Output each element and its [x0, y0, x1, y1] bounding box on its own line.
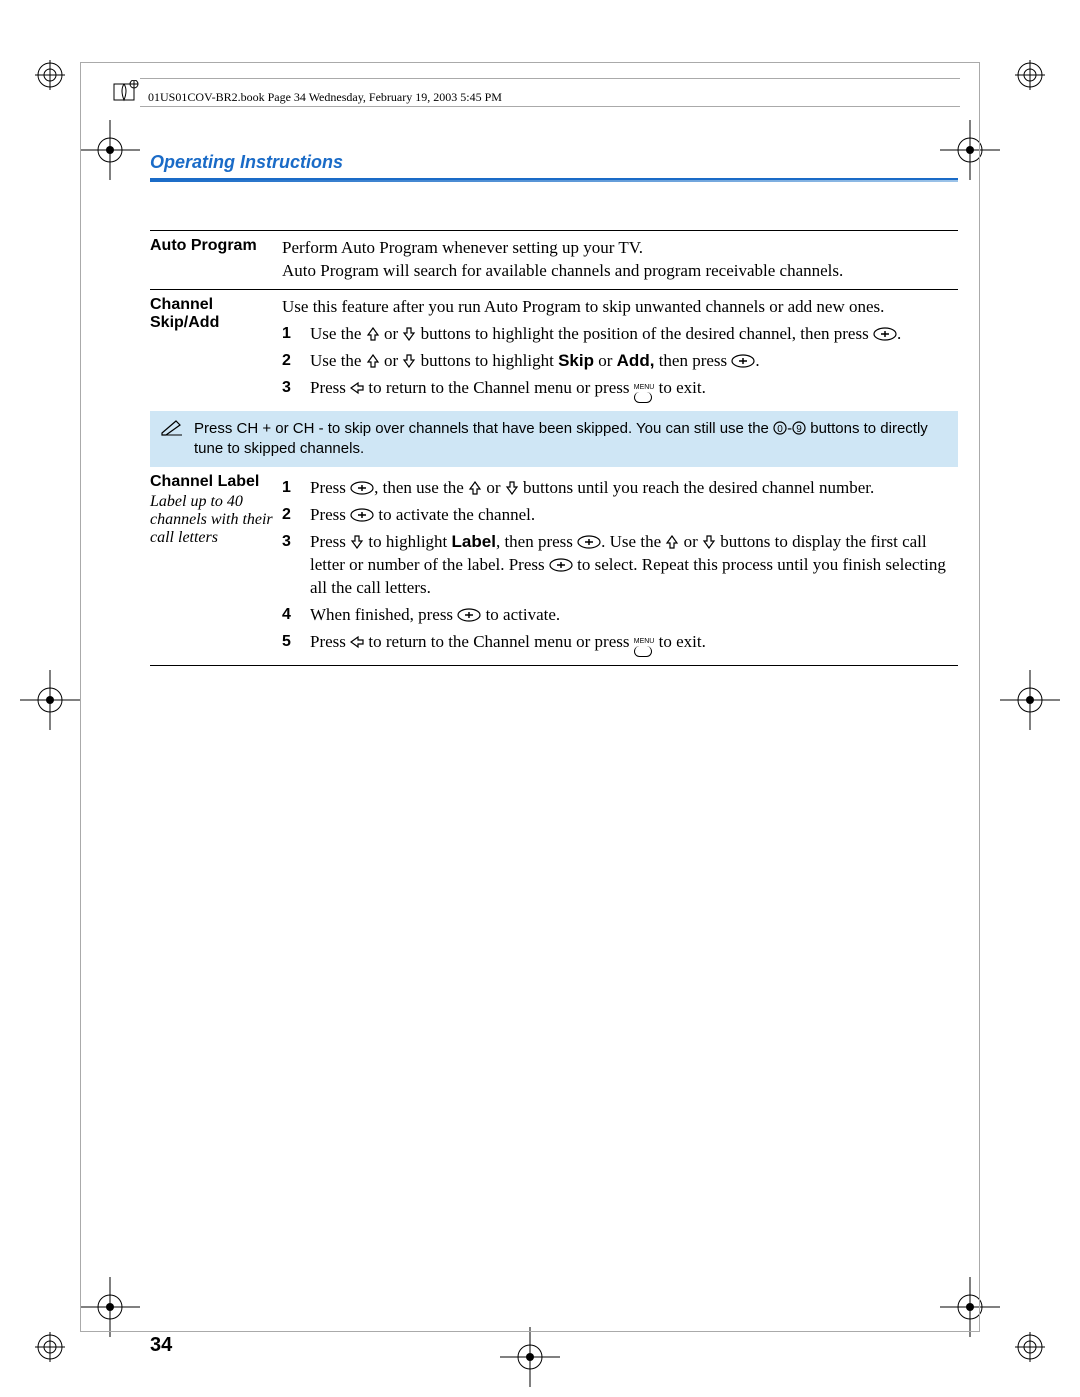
text: Perform Auto Program whenever setting up…: [282, 238, 843, 280]
down-arrow-icon: [402, 354, 416, 368]
circled-9-icon: 9: [792, 421, 806, 435]
down-arrow-icon: [505, 481, 519, 495]
enter-icon: [731, 354, 755, 368]
step-text: Press to return to the Channel menu or p…: [310, 631, 958, 659]
step-2: 2 Use the or buttons to highlight Skip o…: [282, 350, 958, 373]
title-underline: [150, 178, 958, 182]
step-num: 3: [282, 531, 310, 600]
down-arrow-icon: [402, 327, 416, 341]
enter-icon: [350, 508, 374, 522]
reg-mark: [1000, 670, 1060, 730]
down-arrow-icon: [702, 535, 716, 549]
reg-mark: [20, 670, 80, 730]
pencil-icon: [160, 419, 184, 437]
up-arrow-icon: [366, 354, 380, 368]
step-text: Press to activate the channel.: [310, 504, 958, 527]
reg-mark: [500, 1327, 560, 1387]
enter-icon: [457, 608, 481, 622]
crop-mark-bl: [35, 1332, 65, 1362]
book-icon: [112, 80, 140, 104]
step-text: Use the or buttons to highlight Skip or …: [310, 350, 958, 373]
menu-icon: MENU: [634, 384, 655, 403]
step-text: Press to highlight Label, then press . U…: [310, 531, 958, 600]
label-skip-add: Channel Skip/Add: [150, 296, 282, 405]
enter-icon: [549, 558, 573, 572]
step-num: 1: [282, 323, 310, 346]
up-arrow-icon: [468, 481, 482, 495]
step-4: 4 When finished, press to activate.: [282, 604, 958, 627]
step-1: 1 Use the or buttons to highlight the po…: [282, 323, 958, 346]
step-text: Press , then use the or buttons until yo…: [310, 477, 958, 500]
crop-mark-br: [1015, 1332, 1045, 1362]
note-box: Press CH + or CH - to skip over channels…: [150, 411, 958, 468]
enter-icon: [577, 535, 601, 549]
step-num: 5: [282, 631, 310, 659]
enter-icon: [873, 327, 897, 341]
label-sub: Label up to 40 channels with their call …: [150, 493, 276, 547]
row-skip-add: Channel Skip/Add Use this feature after …: [150, 289, 958, 411]
step-3: 3 Press to highlight Label, then press .…: [282, 531, 958, 600]
step-text: Use the or buttons to highlight the posi…: [310, 323, 958, 346]
step-3: 3 Press to return to the Channel menu or…: [282, 377, 958, 405]
note-text: Press CH + or CH - to skip over channels…: [194, 420, 928, 457]
down-arrow-icon: [350, 535, 364, 549]
intro: Use this feature after you run Auto Prog…: [282, 297, 884, 316]
label-auto-program: Auto Program: [150, 237, 282, 283]
row-channel-label: Channel Label Label up to 40 channels wi…: [150, 467, 958, 666]
svg-text:0: 0: [777, 424, 783, 435]
body-auto-program: Perform Auto Program whenever setting up…: [282, 237, 958, 283]
up-arrow-icon: [665, 535, 679, 549]
page-number: 34: [150, 1334, 172, 1357]
step-num: 2: [282, 504, 310, 527]
row-auto-program: Auto Program Perform Auto Program whenev…: [150, 230, 958, 289]
left-arrow-icon: [350, 635, 364, 649]
step-5: 5 Press to return to the Channel menu or…: [282, 631, 958, 659]
section-title: Operating Instructions: [150, 152, 343, 173]
step-num: 1: [282, 477, 310, 500]
step-text: When finished, press to activate.: [310, 604, 958, 627]
crop-mark-tr: [1015, 60, 1045, 90]
menu-icon: MENU: [634, 638, 655, 657]
circled-0-icon: 0: [773, 421, 787, 435]
crop-mark-tl: [35, 60, 65, 90]
step-2: 2 Press to activate the channel.: [282, 504, 958, 527]
left-arrow-icon: [350, 381, 364, 395]
enter-icon: [350, 481, 374, 495]
content-area: Auto Program Perform Auto Program whenev…: [150, 230, 958, 666]
step-1: 1 Press , then use the or buttons until …: [282, 477, 958, 500]
label-channel-label: Channel Label Label up to 40 channels wi…: [150, 473, 282, 659]
step-text: Press to return to the Channel menu or p…: [310, 377, 958, 405]
step-num: 2: [282, 350, 310, 373]
step-num: 4: [282, 604, 310, 627]
svg-text:9: 9: [796, 424, 802, 435]
header-rule: [140, 106, 960, 107]
header-rule: [140, 78, 960, 79]
up-arrow-icon: [366, 327, 380, 341]
body-skip-add: Use this feature after you run Auto Prog…: [282, 296, 958, 405]
step-num: 3: [282, 377, 310, 405]
header-text: 01US01COV-BR2.book Page 34 Wednesday, Fe…: [148, 90, 502, 105]
body-channel-label: 1 Press , then use the or buttons until …: [282, 473, 958, 659]
